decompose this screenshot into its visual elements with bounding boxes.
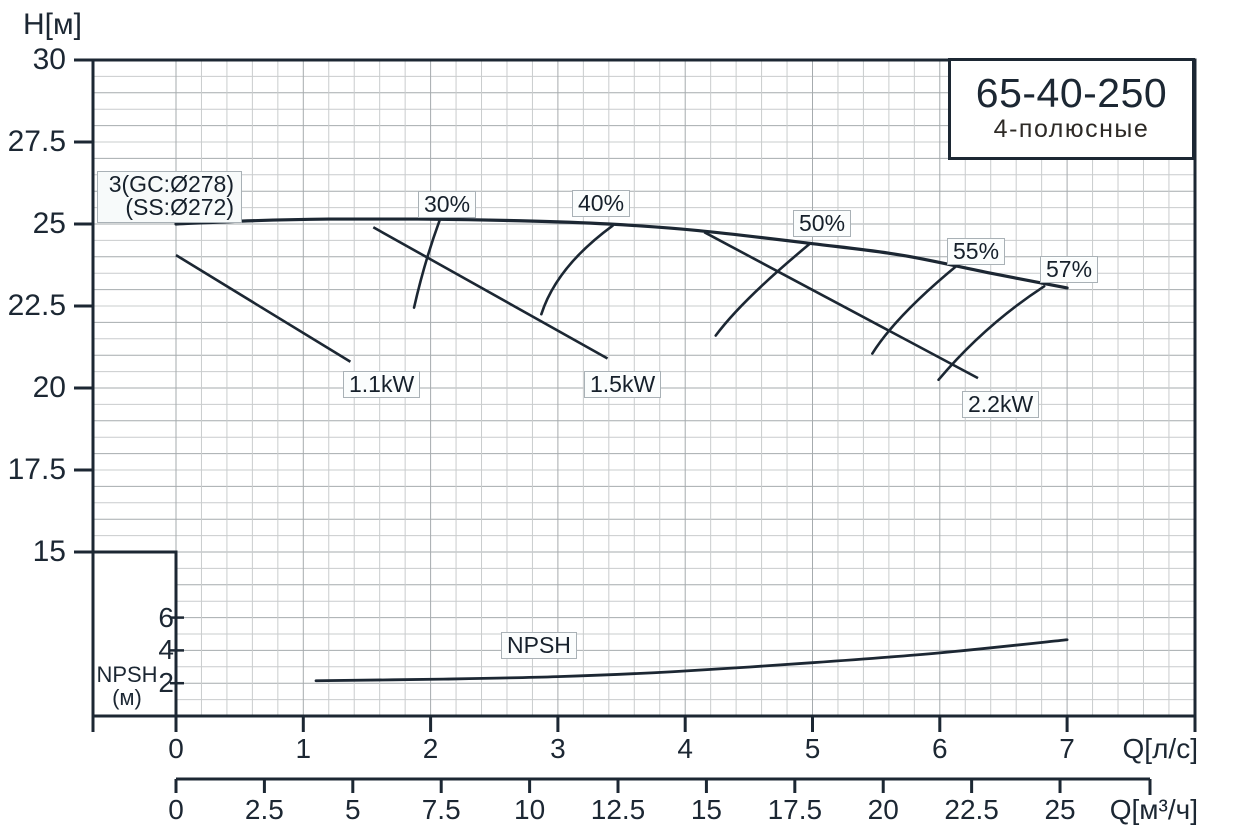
y-tick-label: 17.5 xyxy=(7,453,66,486)
power-label-1-5kw: 1.5kW xyxy=(584,371,662,398)
x-primary-tick-label: 6 xyxy=(932,733,948,764)
y-tick-label: 22.5 xyxy=(7,289,66,322)
impeller-diameter-label: 3(GC:Ø278) (SS:Ø272) xyxy=(97,171,242,223)
pump-poles: 4-полюсные xyxy=(993,115,1150,143)
x-secondary-tick-label: 10 xyxy=(514,794,546,825)
x-secondary-tick-label: 25 xyxy=(1044,794,1076,825)
x-axis-secondary-unit: Q[м³/ч] xyxy=(1109,794,1198,825)
power-label-2-2kw: 2.2kW xyxy=(962,391,1040,418)
npsh-axis-title: NPSH (м) xyxy=(92,663,162,709)
x-primary-tick-label: 7 xyxy=(1059,733,1075,764)
x-secondary-tick-label: 7.5 xyxy=(421,794,461,825)
x-secondary-tick-label: 12.5 xyxy=(590,794,646,825)
efficiency-label-30: 30% xyxy=(418,191,477,218)
x-primary-tick-label: 3 xyxy=(550,733,566,764)
npsh-axis-title-line1: NPSH xyxy=(96,662,158,687)
efficiency-label-40: 40% xyxy=(572,190,631,217)
y-tick-label: 30 xyxy=(32,43,66,76)
pump-model: 65-40-250 xyxy=(975,70,1168,116)
x-primary-tick-label: 4 xyxy=(677,733,693,764)
npsh-tick-label: 4 xyxy=(158,634,174,666)
power-label-1-1kw: 1.1kW xyxy=(343,371,421,398)
impeller-line1: 3(GC:Ø278) xyxy=(108,171,234,197)
efficiency-label-55: 55% xyxy=(947,238,1006,265)
efficiency-label-50: 50% xyxy=(793,210,852,237)
y-axis-title: H[м] xyxy=(23,8,82,41)
pump-model-title-box: 65-40-250 4-полюсные xyxy=(948,58,1195,160)
x-secondary-tick-label: 17.5 xyxy=(767,794,823,825)
impeller-line2: (SS:Ø272) xyxy=(125,194,234,220)
x-secondary-tick-label: 0 xyxy=(168,794,184,825)
efficiency-label-57: 57% xyxy=(1040,256,1099,283)
x-primary-tick-label: 0 xyxy=(168,733,184,764)
y-tick-label: 20 xyxy=(32,371,66,404)
x-primary-tick-label: 2 xyxy=(422,733,439,764)
y-tick-label: 25 xyxy=(32,207,66,240)
x-secondary-tick-label: 22.5 xyxy=(944,794,999,825)
x-secondary-tick-label: 20 xyxy=(867,794,899,825)
x-primary-tick-label: 1 xyxy=(295,733,312,764)
y-tick-label: 15 xyxy=(32,535,66,568)
x-secondary-tick-label: 5 xyxy=(345,794,361,825)
y-tick-label: 27.5 xyxy=(7,125,66,158)
x-secondary-tick-label: 15 xyxy=(690,794,722,825)
npsh-tick-label: 6 xyxy=(158,601,174,633)
npsh-axis-title-line2: (м) xyxy=(112,685,142,710)
npsh-tick-label: 2 xyxy=(158,667,174,699)
x-secondary-tick-label: 2.5 xyxy=(244,794,284,825)
x-primary-tick-label: 5 xyxy=(804,733,821,764)
npsh-curve-label: NPSH xyxy=(501,632,577,659)
x-axis-primary-unit: Q[л/с] xyxy=(1122,733,1198,764)
